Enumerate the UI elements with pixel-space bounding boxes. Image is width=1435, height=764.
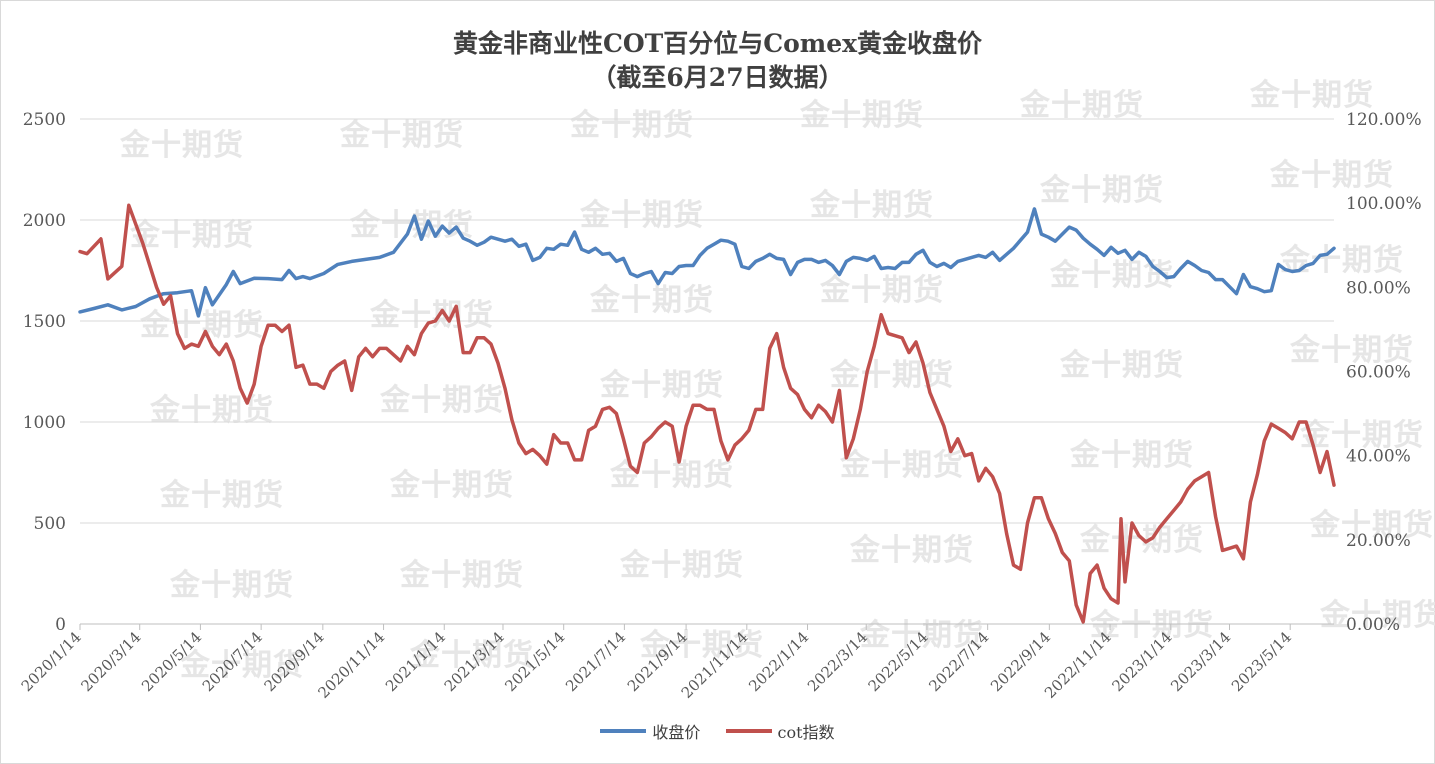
watermark-text: 金十期货 [1020, 88, 1144, 123]
y-right-tick-label: 60.00% [1346, 363, 1411, 383]
watermark-text: 金十期货 [170, 568, 294, 603]
watermark-text: 金十期货 [640, 628, 764, 663]
y-left-tick-label: 500 [34, 514, 66, 534]
x-tick-label: 2020/3/14 [77, 628, 144, 695]
x-tick-label: 2023/5/14 [1228, 628, 1295, 695]
y-left-tick-label: 1000 [23, 413, 66, 433]
watermark-text: 金十期货 [1300, 418, 1424, 453]
y-left-tick-label: 1500 [23, 312, 66, 332]
x-tick-label: 2021/1/14 [382, 628, 449, 695]
y-right-tick-label: 80.00% [1346, 278, 1411, 298]
x-tick-label: 2020/7/14 [199, 628, 266, 695]
y-right-tick-label: 0.00% [1346, 615, 1400, 635]
legend: 收盘价 cot指数 [0, 718, 1435, 743]
x-tick-label: 2020/1/14 [18, 628, 85, 695]
x-tick-label: 2021/3/14 [441, 628, 508, 695]
x-tick-label: 2020/5/14 [138, 628, 205, 695]
y-right-tick-label: 40.00% [1346, 447, 1411, 467]
watermark-text: 金十期货 [580, 198, 704, 233]
watermark-text: 金十期货 [160, 478, 284, 513]
watermark-text: 金十期货 [1080, 523, 1204, 558]
legend-swatch-cot [725, 729, 772, 733]
y-left-tick-label: 2500 [23, 110, 66, 130]
watermark-text: 金十期货 [180, 648, 304, 683]
watermark-text: 金十期货 [1280, 243, 1404, 278]
legend-swatch-close [600, 729, 647, 733]
watermark-text: 金十期货 [1040, 173, 1164, 208]
legend-label-cot: cot指数 [777, 723, 835, 742]
watermark-text: 金十期货 [590, 283, 714, 318]
x-tick-label: 2023/3/14 [1167, 628, 1234, 695]
legend-item-close: 收盘价 [600, 719, 700, 743]
watermark-text: 金十期货 [620, 548, 744, 583]
y-right-tick-label: 120.00% [1346, 110, 1422, 130]
watermark-text: 金十期货 [840, 448, 964, 483]
watermark-text: 金十期货 [400, 558, 524, 593]
x-tick-label: 2022/5/14 [865, 628, 932, 695]
x-tick-label: 2023/1/14 [1108, 628, 1175, 695]
watermark-text: 金十期货 [820, 273, 944, 308]
watermark-text: 金十期货 [600, 368, 724, 403]
watermark-text: 金十期货 [1270, 158, 1394, 193]
watermark-text: 金十期货 [570, 108, 694, 143]
watermark-text: 金十期货 [1070, 438, 1194, 473]
watermark-text: 金十期货 [1060, 348, 1184, 383]
chart-subtitle: （截至6月27日数据） [591, 63, 844, 92]
legend-item-cot: cot指数 [725, 719, 835, 743]
watermark-text: 金十期货 [1250, 78, 1374, 113]
x-tick-label: 2021/7/14 [562, 628, 629, 695]
chart-title: 黄金非商业性COT百分位与Comex黄金收盘价 [452, 29, 983, 58]
watermark-text: 金十期货 [340, 118, 464, 153]
watermark-text: 金十期货 [130, 218, 254, 253]
x-tick-label: 2022/3/14 [804, 628, 871, 695]
x-tick-label: 2022/1/14 [745, 628, 812, 695]
legend-label-close: 收盘价 [652, 723, 701, 742]
y-left-tick-label: 0 [55, 615, 66, 635]
watermark-text: 金十期货 [810, 188, 934, 223]
x-tick-label: 2021/5/14 [501, 628, 568, 695]
y-right-tick-label: 100.00% [1346, 194, 1422, 214]
watermark-text: 金十期货 [1320, 598, 1435, 633]
watermark-text: 金十期货 [830, 358, 954, 393]
series-line-cot [78, 203, 1336, 624]
y-right-tick-label: 20.00% [1346, 531, 1411, 551]
watermark-text: 金十期货 [370, 298, 494, 333]
watermark-text: 金十期货 [1290, 333, 1414, 368]
watermark-text: 金十期货 [390, 468, 514, 503]
watermark-text: 金十期货 [850, 533, 974, 568]
y-left-tick-label: 2000 [23, 211, 66, 231]
series-line-close [78, 207, 1336, 318]
x-tick-label: 2022/7/14 [925, 628, 992, 695]
watermark-text: 金十期货 [410, 638, 534, 673]
watermark-text: 金十期货 [380, 383, 504, 418]
watermark-text: 金十期货 [800, 98, 924, 133]
watermark-text: 金十期货 [1310, 508, 1434, 543]
watermark-text: 金十期货 [120, 128, 244, 163]
